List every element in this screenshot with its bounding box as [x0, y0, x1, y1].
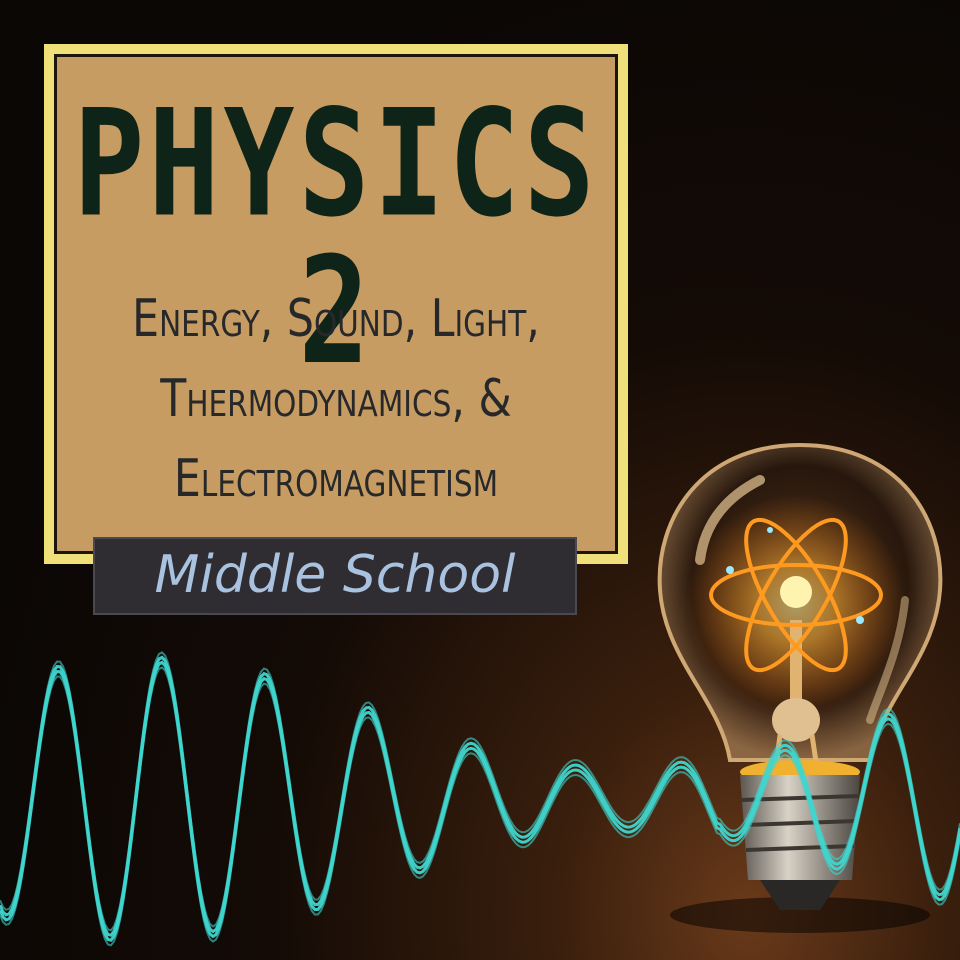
sound-wave-line — [0, 651, 960, 932]
atom-icon — [709, 517, 883, 673]
sound-wave-line — [0, 655, 960, 937]
grade-level-badge: Middle School — [93, 537, 577, 615]
subtitle-line-1: Energy, Sound, Light, — [132, 289, 540, 349]
subtitle: Energy, Sound, Light, Thermodynamics, & … — [107, 279, 565, 519]
sound-wave-line — [0, 666, 960, 947]
title-card: PHYSICS 2 Energy, Sound, Light, Thermody… — [44, 44, 628, 564]
page-title: PHYSICS 2 — [73, 77, 599, 397]
sound-wave-line — [0, 660, 960, 942]
subtitle-line-3: Electromagnetism — [173, 449, 499, 509]
title-panel: PHYSICS 2 Energy, Sound, Light, Thermody… — [54, 54, 618, 554]
subtitle-line-2: Thermodynamics, & — [160, 369, 512, 429]
